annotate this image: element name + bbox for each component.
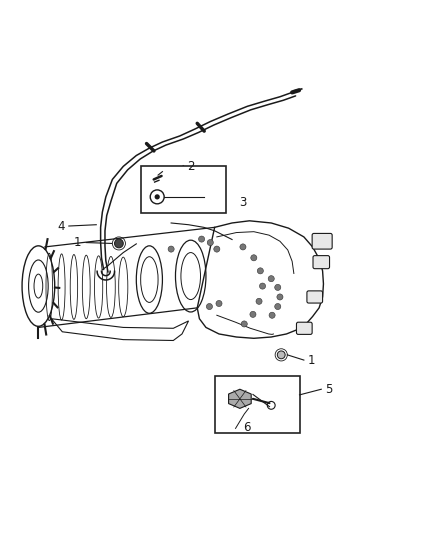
- Circle shape: [250, 311, 256, 318]
- Circle shape: [214, 246, 220, 252]
- FancyBboxPatch shape: [312, 233, 332, 249]
- Circle shape: [256, 298, 262, 304]
- Circle shape: [251, 255, 257, 261]
- Text: 1: 1: [74, 236, 81, 249]
- Circle shape: [269, 312, 275, 318]
- Circle shape: [268, 276, 274, 282]
- Bar: [141, 166, 226, 213]
- Text: 5: 5: [325, 383, 332, 395]
- Circle shape: [259, 283, 265, 289]
- Text: 1: 1: [307, 354, 315, 367]
- Text: 4: 4: [58, 220, 65, 232]
- Circle shape: [277, 294, 283, 300]
- Circle shape: [168, 246, 174, 252]
- Text: 3: 3: [239, 196, 247, 208]
- Circle shape: [257, 268, 263, 274]
- Circle shape: [115, 239, 123, 248]
- Text: 2: 2: [187, 160, 194, 173]
- Circle shape: [207, 239, 213, 246]
- Circle shape: [216, 301, 222, 306]
- Circle shape: [240, 244, 246, 250]
- Bar: [215, 376, 300, 433]
- Circle shape: [275, 284, 281, 290]
- Polygon shape: [229, 389, 251, 408]
- Circle shape: [206, 303, 212, 310]
- Circle shape: [198, 236, 205, 242]
- FancyBboxPatch shape: [307, 291, 322, 303]
- Circle shape: [155, 194, 160, 199]
- Circle shape: [241, 321, 247, 327]
- Text: 6: 6: [244, 421, 251, 434]
- Circle shape: [277, 351, 285, 359]
- FancyBboxPatch shape: [297, 322, 312, 334]
- FancyBboxPatch shape: [313, 256, 329, 269]
- Circle shape: [275, 303, 281, 310]
